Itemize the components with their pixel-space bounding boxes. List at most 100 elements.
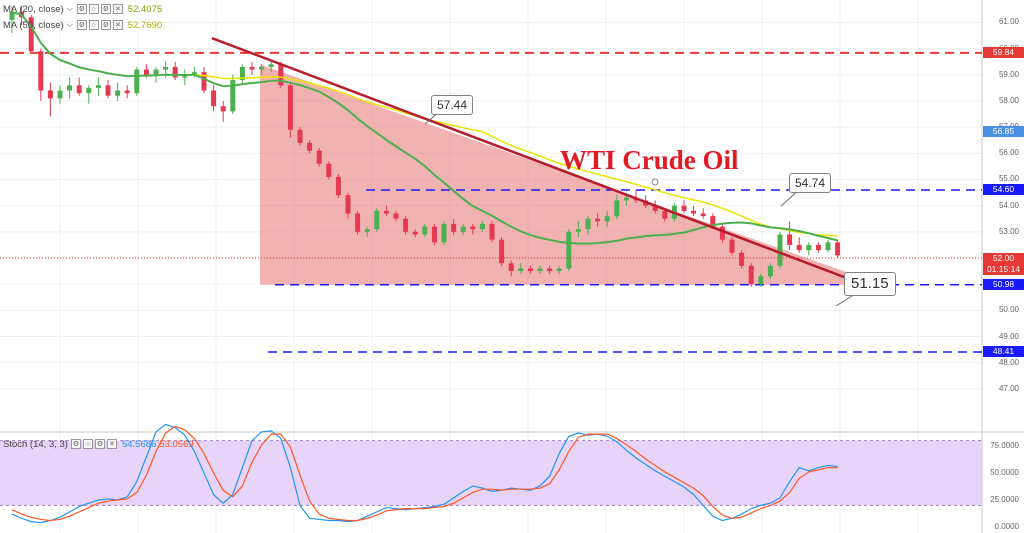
- price-axis-tick: 61.00: [998, 17, 1019, 27]
- chevron-down-icon[interactable]: ⌵: [66, 20, 73, 29]
- candle: [422, 226, 428, 235]
- annotation-57-44[interactable]: 57.44: [431, 95, 474, 115]
- chevron-down-icon[interactable]: ⌵: [66, 4, 73, 13]
- price-axis-tick: 58.00: [998, 95, 1019, 105]
- price-axis-tick: 56.00: [998, 148, 1019, 158]
- price-tag-01-15-14: 01:15:14: [983, 264, 1024, 275]
- candle: [326, 163, 332, 177]
- gear-icon[interactable]: ⚙: [100, 20, 111, 30]
- candle: [259, 66, 265, 70]
- candle: [729, 239, 735, 253]
- candle: [547, 268, 553, 272]
- candle: [393, 213, 399, 219]
- candle: [623, 197, 629, 201]
- candle: [499, 239, 505, 264]
- candle: [76, 85, 82, 94]
- candle: [806, 244, 812, 251]
- candle: [767, 265, 773, 277]
- stoch-axis-tick: 75.0000: [990, 441, 1019, 450]
- candle: [345, 195, 351, 214]
- stoch-band: [0, 440, 982, 506]
- candle: [604, 216, 610, 222]
- candle: [758, 276, 764, 285]
- candle: [403, 218, 409, 232]
- candle: [585, 218, 591, 230]
- candle: [412, 231, 418, 235]
- stoch-axis-tick: 25.0000: [990, 495, 1019, 504]
- settings-icon[interactable]: ⚙: [76, 20, 87, 30]
- candle: [297, 129, 303, 143]
- ma20-value: 52.4075: [127, 3, 163, 15]
- candle: [710, 216, 716, 227]
- stoch-k-line: [11, 423, 838, 524]
- price-axis-tick: 49.00: [998, 331, 1019, 341]
- candle: [355, 213, 361, 232]
- annotation-54-74[interactable]: 54.74: [789, 173, 832, 193]
- candle: [95, 85, 101, 88]
- candle: [575, 229, 581, 232]
- gear-icon[interactable]: ⚙: [100, 4, 111, 14]
- candle: [47, 90, 53, 99]
- ma50-label: MA (50, close): [3, 19, 64, 31]
- candle: [239, 66, 245, 81]
- candle: [441, 223, 447, 243]
- price-axis-tick: 54.00: [998, 200, 1019, 210]
- candle: [537, 268, 543, 272]
- candle: [364, 229, 370, 232]
- candle: [9, 12, 15, 20]
- eye-icon[interactable]: ○: [82, 439, 93, 449]
- settings-icon[interactable]: ⚙: [76, 4, 87, 14]
- stoch-axis-tick: 50.0000: [990, 468, 1019, 477]
- price-tag-52-00: 52.00: [983, 252, 1024, 264]
- candle: [508, 263, 514, 272]
- settings-icon[interactable]: ⚙: [70, 439, 81, 449]
- candle: [451, 223, 457, 232]
- candle: [38, 51, 44, 91]
- candle: [787, 234, 793, 245]
- candle: [479, 223, 485, 230]
- trend-line: [211, 37, 871, 288]
- ma20-legend: MA (20, close) ⌵ ⚙ ○ ⚙ ✕ 52.4075: [3, 2, 162, 16]
- candle: [777, 234, 783, 266]
- candle: [691, 210, 697, 214]
- stoch-d-value: 53.0569: [159, 438, 194, 450]
- eye-icon[interactable]: ○: [88, 4, 99, 14]
- candle: [230, 80, 236, 112]
- gear-icon[interactable]: ⚙: [94, 439, 105, 449]
- candle: [105, 85, 111, 96]
- ma50-value: 52.7690: [127, 19, 163, 31]
- close-icon[interactable]: ✕: [106, 439, 117, 449]
- candle: [134, 69, 140, 94]
- stoch-k-value: 54.5686: [121, 438, 157, 450]
- annotation-connector: [835, 295, 853, 307]
- stoch-axis-tick: 0.0000: [994, 522, 1019, 531]
- candle: [316, 150, 322, 164]
- candle: [700, 213, 706, 217]
- eye-icon[interactable]: ○: [88, 20, 99, 30]
- ma50-legend: MA (50, close) ⌵ ⚙ ○ ⚙ ✕ 52.7690: [3, 18, 162, 32]
- candle: [163, 66, 169, 70]
- stoch-d-line: [11, 425, 838, 522]
- candle: [67, 85, 73, 91]
- candle: [287, 85, 293, 130]
- close-icon[interactable]: ✕: [112, 20, 123, 30]
- annotation-51-15[interactable]: 51.15: [844, 272, 896, 296]
- candle: [182, 74, 188, 78]
- candle: [57, 90, 63, 99]
- price-axis-tick: 55.00: [998, 174, 1019, 184]
- ma20-line: [11, 11, 838, 245]
- candle: [172, 66, 178, 78]
- price-axis-tick: 47.00: [998, 383, 1019, 393]
- candle: [652, 205, 658, 211]
- close-icon[interactable]: ✕: [112, 4, 123, 14]
- candle: [307, 142, 313, 151]
- candle: [383, 210, 389, 214]
- price-tag-48-41: 48.41: [983, 346, 1024, 358]
- candle: [220, 106, 226, 112]
- candle: [662, 210, 668, 219]
- candle: [835, 242, 841, 256]
- stoch-label: Stoch (14, 3, 3): [3, 438, 68, 450]
- candle: [470, 226, 476, 230]
